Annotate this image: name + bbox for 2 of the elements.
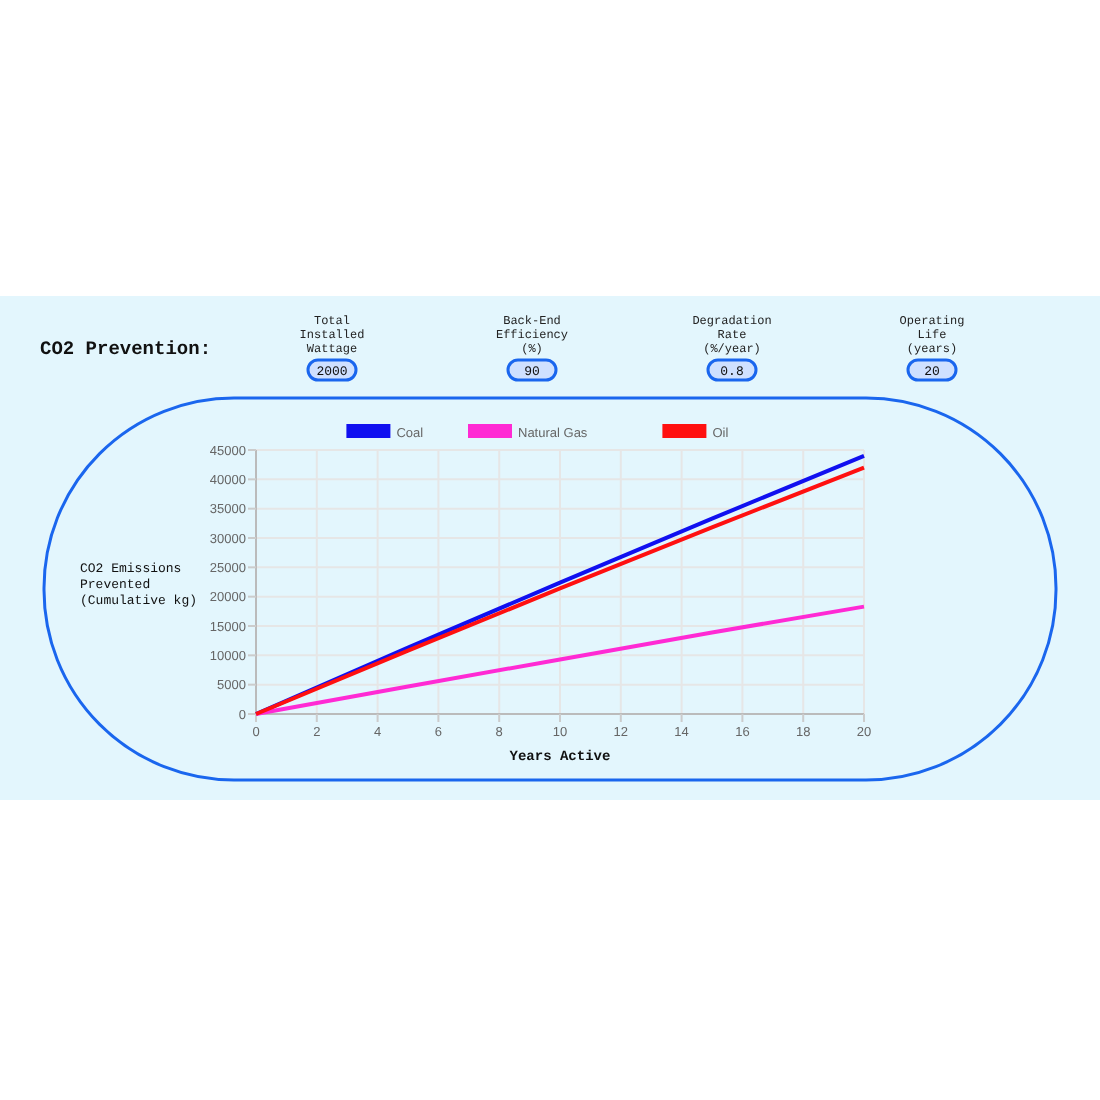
chart-title: CO2 Prevention: (40, 338, 212, 360)
line-series (254, 604, 866, 716)
